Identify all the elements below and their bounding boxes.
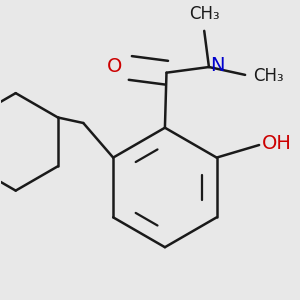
Text: OH: OH [262, 134, 292, 153]
Text: N: N [211, 56, 225, 75]
Text: CH₃: CH₃ [189, 5, 220, 23]
Text: CH₃: CH₃ [253, 68, 284, 85]
Text: O: O [107, 57, 122, 76]
